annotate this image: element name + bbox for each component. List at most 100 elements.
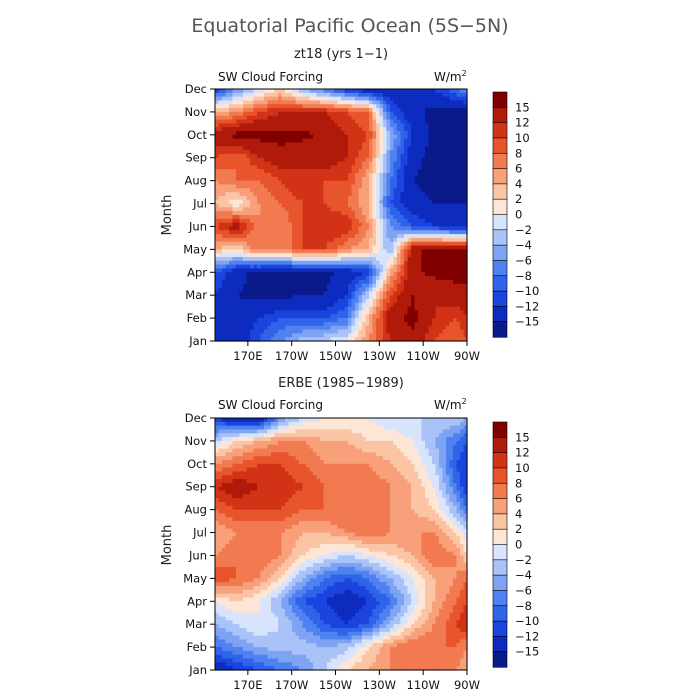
heatmap-cell — [313, 321, 318, 327]
heatmap-cell — [295, 195, 300, 201]
heatmap-cell — [341, 226, 346, 231]
heatmap-cell — [393, 226, 398, 231]
heatmap-cell — [334, 283, 339, 289]
heatmap-cell — [232, 96, 237, 102]
heatmap-cell — [253, 108, 258, 113]
heatmap-cell — [313, 146, 318, 151]
heatmap-cell — [400, 418, 405, 423]
heatmap-cell — [421, 131, 426, 136]
heatmap-cell — [428, 287, 433, 292]
heatmap-cell — [362, 127, 367, 132]
heatmap-cell — [383, 418, 388, 423]
heatmap-cell — [442, 306, 447, 312]
heatmap-cell — [460, 234, 465, 239]
heatmap-cell — [225, 333, 230, 338]
heatmap-cell — [383, 218, 388, 224]
heatmap-cell — [299, 333, 304, 338]
heatmap-cell — [407, 318, 412, 323]
heatmap-cell — [386, 211, 391, 216]
heatmap-cell — [435, 199, 440, 205]
heatmap-cell — [320, 111, 325, 117]
heatmap-cell — [229, 123, 234, 128]
heatmap-cell — [379, 169, 384, 174]
heatmap-cell — [386, 96, 391, 102]
heatmap-cell — [369, 249, 374, 254]
heatmap-cell — [299, 218, 304, 224]
heatmap-cell — [379, 321, 384, 327]
heatmap-cell — [379, 127, 384, 132]
heatmap-cell — [393, 89, 398, 94]
heatmap-cell — [435, 291, 440, 296]
heatmap-cell — [376, 199, 381, 205]
heatmap-cell — [309, 111, 314, 117]
heatmap-cell — [446, 104, 451, 109]
heatmap-cell — [274, 123, 279, 128]
heatmap-cell — [316, 108, 321, 113]
heatmap-cell — [292, 241, 297, 247]
heatmap-cell — [404, 176, 409, 182]
heatmap-cell — [386, 253, 391, 258]
heatmap-cell — [432, 302, 437, 308]
heatmap-cell — [351, 192, 356, 197]
heatmap-cell — [271, 253, 276, 258]
heatmap-cell — [341, 249, 346, 254]
heatmap-cell — [355, 295, 360, 300]
heatmap-cell — [453, 295, 458, 300]
heatmap-cell — [442, 318, 447, 323]
heatmap-cell — [295, 299, 300, 304]
heatmap-cell — [278, 321, 283, 327]
heatmap-cell — [246, 260, 251, 266]
heatmap-cell — [215, 161, 220, 166]
heatmap-cell — [460, 215, 465, 220]
heatmap-cell — [449, 150, 454, 155]
heatmap-cell — [390, 237, 395, 243]
heatmap-cell — [355, 310, 360, 315]
heatmap-cell — [260, 302, 265, 308]
heatmap-cell — [348, 218, 353, 224]
heatmap-cell — [253, 234, 258, 239]
heatmap-cell — [320, 127, 325, 132]
heatmap-cell — [222, 188, 227, 193]
heatmap-cell — [271, 230, 276, 235]
heatmap-cell — [327, 192, 332, 197]
heatmap-cell — [225, 138, 230, 144]
heatmap-cell — [432, 310, 437, 315]
heatmap-cell — [323, 150, 328, 155]
heatmap-cell — [292, 92, 297, 98]
heatmap-cell — [215, 226, 220, 231]
heatmap-cell — [344, 253, 349, 258]
heatmap-cell — [351, 92, 356, 98]
heatmap-cell — [393, 115, 398, 121]
heatmap-cell — [400, 161, 405, 166]
heatmap-cell — [253, 119, 258, 124]
heatmap-cell — [257, 184, 262, 189]
heatmap-cell — [313, 89, 318, 94]
heatmap-cell — [239, 142, 244, 147]
heatmap-cell — [285, 215, 290, 220]
heatmap-cell — [257, 89, 262, 94]
heatmap-cell — [362, 226, 367, 231]
heatmap-cell — [260, 253, 265, 258]
heatmap-cell — [330, 108, 335, 113]
heatmap-cell — [463, 325, 468, 331]
heatmap-cell — [288, 96, 293, 102]
heatmap-cell — [390, 421, 395, 427]
heatmap-cell — [365, 264, 370, 270]
heatmap-cell — [460, 295, 465, 300]
heatmap-cell — [327, 146, 332, 151]
heatmap-cell — [334, 173, 339, 178]
heatmap-cell — [439, 153, 444, 159]
heatmap-cell — [288, 180, 293, 186]
heatmap-cell — [355, 253, 360, 258]
heatmap-cell — [309, 237, 314, 243]
heatmap-cell — [393, 169, 398, 174]
heatmap-cell — [218, 279, 223, 285]
heatmap-cell — [271, 276, 276, 281]
heatmap-cell — [250, 176, 255, 182]
heatmap-cell — [397, 169, 402, 174]
colorbar-label: 0 — [515, 208, 522, 222]
heatmap-cell — [383, 134, 388, 140]
heatmap-cell — [425, 123, 430, 128]
heatmap-cell — [372, 199, 377, 205]
heatmap-cell — [218, 257, 223, 262]
